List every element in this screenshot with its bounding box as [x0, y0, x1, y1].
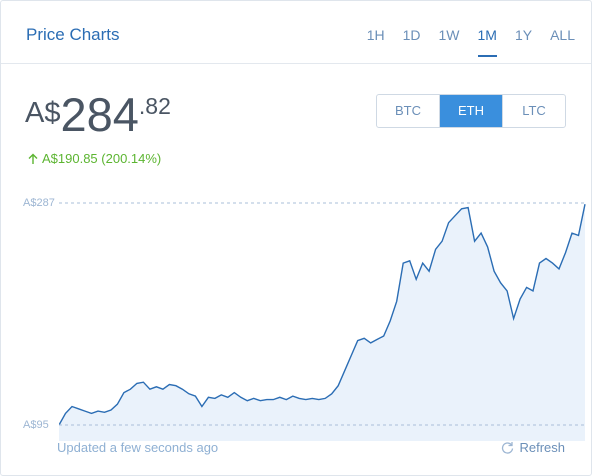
range-tabs: 1H 1D 1W 1M 1Y ALL [349, 27, 575, 57]
price-integer: 284 [60, 88, 139, 141]
divider [1, 63, 591, 64]
updated-text: Updated a few seconds ago [57, 440, 219, 455]
refresh-icon [502, 442, 514, 454]
range-tab[interactable]: 1W [438, 27, 460, 43]
price-fraction: .82 [138, 93, 171, 119]
change-text: A$190.85 (200.14%) [42, 151, 162, 166]
range-tab[interactable]: 1Y [514, 27, 533, 43]
price-line [58, 204, 586, 426]
range-tab[interactable]: ALL [550, 27, 575, 43]
coin-toggle: BTC ETH LTC [376, 94, 566, 128]
range-tab[interactable]: 1H [366, 27, 385, 43]
coin-button[interactable]: ETH [439, 95, 502, 127]
currency: A$ [25, 97, 61, 129]
range-tab[interactable]: 1M [477, 27, 497, 57]
change: A$190.85 (200.14%) [27, 151, 161, 166]
up-arrow-icon [28, 153, 38, 164]
refresh-button[interactable]: Refresh [501, 440, 565, 455]
refresh-label: Refresh [519, 440, 565, 455]
price: A$284.82 [25, 87, 171, 142]
title: Price Charts [26, 25, 120, 44]
coin-button[interactable]: BTC [395, 103, 421, 118]
y-tick-label: A$95 [23, 419, 49, 431]
tick-label-bg [21, 418, 59, 432]
tick-label-bg [21, 196, 59, 210]
coin-button[interactable]: LTC [502, 95, 565, 127]
area-fill [59, 204, 585, 441]
y-tick-label: A$287 [23, 197, 55, 209]
range-tab[interactable]: 1D [402, 27, 421, 43]
